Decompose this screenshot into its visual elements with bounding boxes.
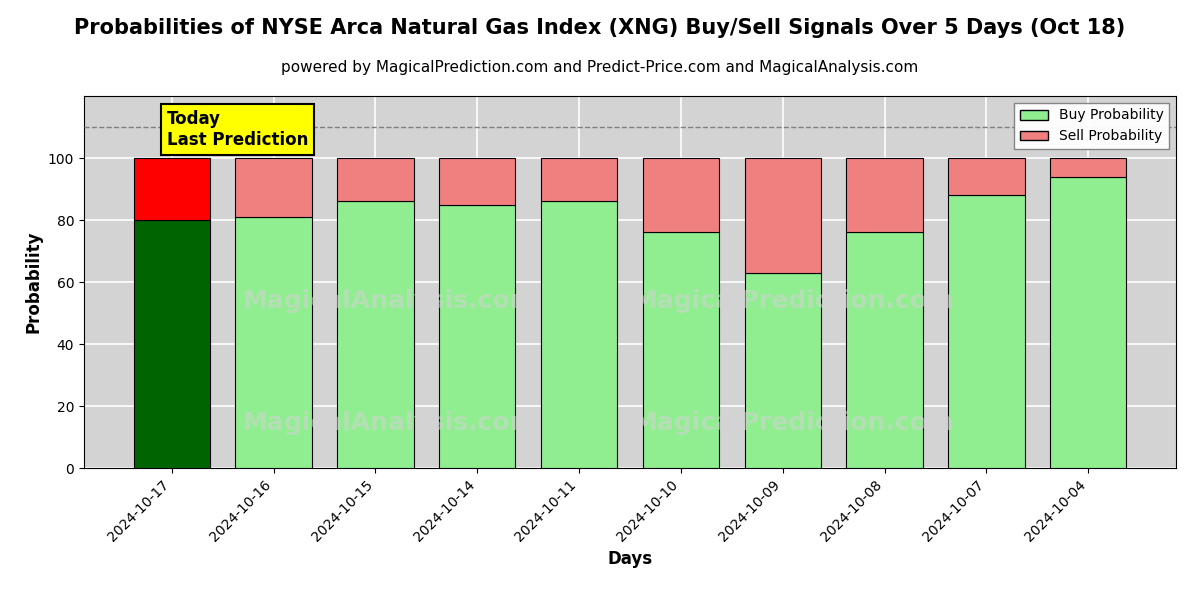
Bar [541,158,617,202]
Bar [541,202,617,468]
Text: MagicalAnalysis.com: MagicalAnalysis.com [242,412,536,436]
Bar [235,158,312,217]
Bar [337,158,414,202]
Bar [1050,158,1127,176]
Bar [439,158,516,205]
Text: MagicalAnalysis.com: MagicalAnalysis.com [242,289,536,313]
Bar [133,158,210,220]
Bar [643,158,719,232]
Bar [439,205,516,468]
Text: MagicalPrediction.com: MagicalPrediction.com [634,289,954,313]
Y-axis label: Probability: Probability [24,231,42,333]
X-axis label: Days: Days [607,550,653,568]
Text: MagicalPrediction.com: MagicalPrediction.com [634,412,954,436]
Text: powered by MagicalPrediction.com and Predict-Price.com and MagicalAnalysis.com: powered by MagicalPrediction.com and Pre… [281,60,919,75]
Bar [948,195,1025,468]
Bar [643,232,719,468]
Bar [133,220,210,468]
Bar [846,158,923,232]
Legend: Buy Probability, Sell Probability: Buy Probability, Sell Probability [1014,103,1169,149]
Text: Probabilities of NYSE Arca Natural Gas Index (XNG) Buy/Sell Signals Over 5 Days : Probabilities of NYSE Arca Natural Gas I… [74,18,1126,38]
Bar [235,217,312,468]
Bar [846,232,923,468]
Bar [948,158,1025,195]
Bar [744,272,821,468]
Bar [337,202,414,468]
Text: Today
Last Prediction: Today Last Prediction [167,110,308,149]
Bar [1050,176,1127,468]
Bar [744,158,821,272]
